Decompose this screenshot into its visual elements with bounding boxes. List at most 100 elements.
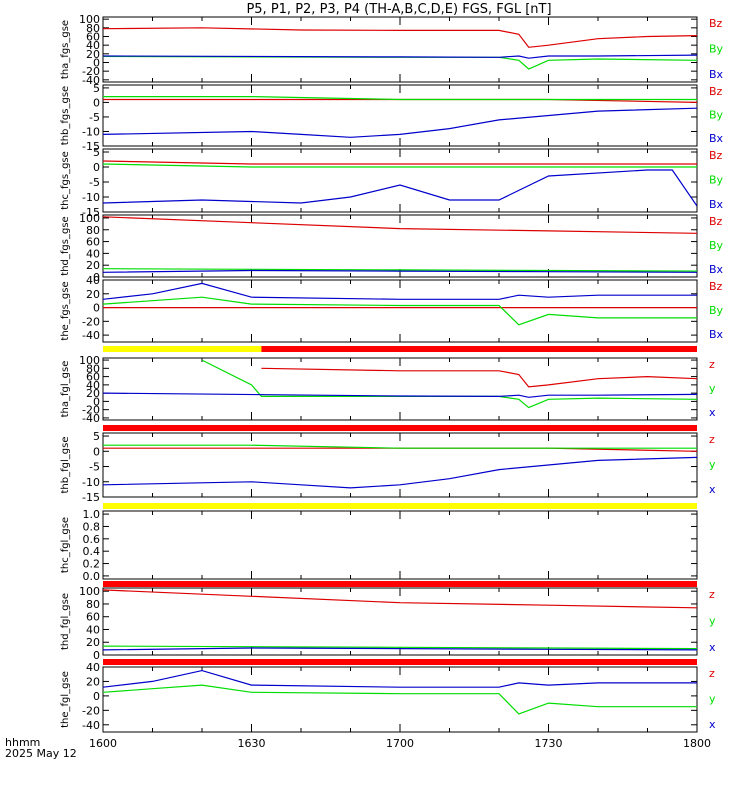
y-tick-label: 0 xyxy=(93,649,100,662)
legend-label-Bx: Bx xyxy=(709,263,724,276)
series-line-x xyxy=(103,456,697,489)
series-line-Bz xyxy=(103,27,697,48)
y-tick-label: 20 xyxy=(86,387,100,400)
y-tick-label: 80 xyxy=(86,22,100,35)
legend-label-Bz: Bz xyxy=(709,85,723,98)
y-tick-label: -5 xyxy=(89,461,100,474)
y-tick-label: -10 xyxy=(82,476,100,489)
y-tick-label: 20 xyxy=(86,675,100,688)
y-tick-label: 0.8 xyxy=(83,520,101,533)
y-tick-label: -20 xyxy=(82,704,100,717)
legend-label-z: z xyxy=(709,588,715,601)
y-tick-label: -15 xyxy=(82,140,100,153)
time-axis-unit-label: hhmm xyxy=(5,736,40,749)
y-tick-label: 20 xyxy=(86,636,100,649)
panel-frame xyxy=(102,84,698,147)
y-tick-label: 0.2 xyxy=(83,558,101,571)
y-tick-label: 1.0 xyxy=(83,508,101,521)
y-tick-label: 80 xyxy=(86,362,100,375)
y-tick-label: 0 xyxy=(93,57,100,70)
legend-label-Bz: Bz xyxy=(709,149,723,162)
x-tick-label: 1730 xyxy=(535,737,563,750)
series-line-y xyxy=(103,444,697,449)
y-tick-label: 40 xyxy=(86,623,100,636)
y-tick-label: 0 xyxy=(93,445,100,458)
legend-label-x: x xyxy=(709,718,716,731)
y-tick-label: 60 xyxy=(86,236,100,249)
series-line-By xyxy=(103,55,697,70)
y-tick-label: -40 xyxy=(82,74,100,87)
legend-label-y: y xyxy=(709,615,716,628)
series-line-y xyxy=(201,359,697,409)
y-tick-label: 20 xyxy=(86,259,100,272)
panel-thc_fgs_gse: 5 0 -5 -10 -15 thc_fgs_gse Bz By Bx xyxy=(60,146,724,219)
legend-label-By: By xyxy=(709,109,724,122)
y-tick-label: -15 xyxy=(82,206,100,219)
y-tick-label: -10 xyxy=(82,125,100,138)
legend-label-y: y xyxy=(709,382,716,395)
panel-frame xyxy=(102,148,698,213)
legend-label-By: By xyxy=(709,239,724,252)
legend-label-Bx: Bx xyxy=(709,328,724,341)
series-line-By xyxy=(103,95,697,101)
status-bar-segment xyxy=(103,346,262,352)
y-tick-label: 0.4 xyxy=(83,545,101,558)
date-label: 2025 May 12 xyxy=(5,747,77,760)
y-tick-label: 0 xyxy=(93,161,100,174)
y-tick-label: 60 xyxy=(86,31,100,44)
x-tick-label: 1700 xyxy=(386,737,414,750)
y-tick-label: 0 xyxy=(93,395,100,408)
y-tick-label: 100 xyxy=(79,585,100,598)
series-line-y xyxy=(103,645,697,650)
y-tick-label: 5 xyxy=(93,82,100,95)
y-tick-label: 40 xyxy=(86,247,100,260)
legend-label-Bx: Bx xyxy=(709,198,724,211)
series-line-z xyxy=(261,367,697,388)
y-tick-label: 100 xyxy=(79,354,100,367)
series-line-Bx xyxy=(103,282,697,300)
plot-title: P5, P1, P2, P3, P4 (TH-A,B,C,D,E) FGS, F… xyxy=(246,2,551,17)
series-line-Bx xyxy=(103,107,697,138)
legend-label-Bx: Bx xyxy=(709,132,724,145)
legend-label-By: By xyxy=(709,304,724,317)
series-line-Bx xyxy=(103,169,697,207)
y-tick-label: 40 xyxy=(86,379,100,392)
y-axis-label: thb_fgs_gse xyxy=(60,86,71,145)
legend-label-By: By xyxy=(709,43,724,56)
legend-label-By: By xyxy=(709,174,724,187)
y-tick-label: 5 xyxy=(93,146,100,159)
legend-label-z: z xyxy=(709,433,715,446)
y-axis-label: thb_fgl_gse xyxy=(60,437,71,494)
y-axis-label: thd_fgl_gse xyxy=(60,593,71,650)
legend-label-y: y xyxy=(709,458,716,471)
series-line-Bx xyxy=(103,269,697,273)
panel-thb_fgs_gse: 50 -5-10 -15 thb_fgs_gse Bz By Bx xyxy=(60,82,724,153)
y-tick-label: 0 xyxy=(93,271,100,284)
y-axis-label: thc_fgl_gse xyxy=(60,517,71,573)
y-axis-label: the_fgs_gse xyxy=(60,281,71,340)
time-axis: 1600 1630 1700 1730 1800 xyxy=(89,737,711,750)
legend-label-Bx: Bx xyxy=(709,68,724,81)
y-tick-label: 0.0 xyxy=(83,570,101,583)
y-tick-label: -40 xyxy=(82,329,100,342)
y-tick-label: 40 xyxy=(86,39,100,52)
y-tick-label: 80 xyxy=(86,224,100,237)
y-tick-label: 60 xyxy=(86,371,100,384)
series-line-By xyxy=(103,268,697,272)
y-tick-label: -15 xyxy=(82,491,100,504)
y-tick-label: 100 xyxy=(79,13,100,26)
series-line-By xyxy=(103,163,697,168)
y-tick-label: 5 xyxy=(93,430,100,443)
panel-frame xyxy=(102,666,698,733)
status-bar-segment xyxy=(261,346,697,352)
status-bar-segment xyxy=(103,581,697,587)
legend-label-x: x xyxy=(709,641,716,654)
series-line-Bx xyxy=(103,54,697,59)
panel-frame xyxy=(102,357,698,421)
x-tick-label: 1600 xyxy=(89,737,117,750)
status-bar-segment xyxy=(103,659,697,665)
